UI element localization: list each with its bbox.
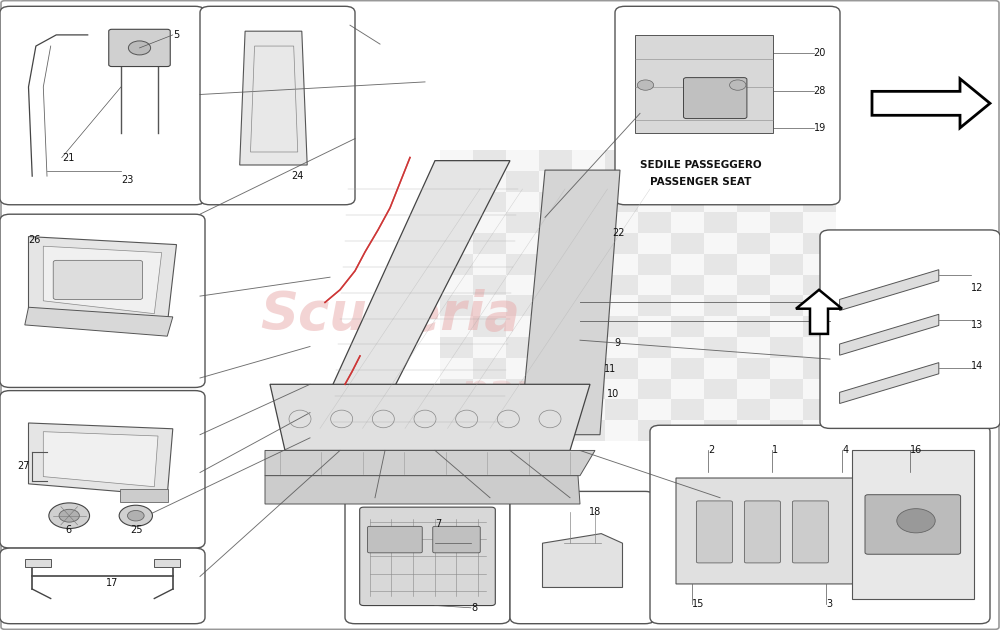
- Bar: [737, 212, 770, 233]
- Text: 26: 26: [28, 235, 41, 245]
- Bar: [737, 337, 770, 358]
- Bar: [506, 379, 539, 399]
- Bar: [473, 171, 506, 192]
- Bar: [440, 316, 473, 337]
- Text: 9: 9: [614, 338, 620, 348]
- Bar: [539, 358, 572, 379]
- Bar: [539, 212, 572, 233]
- Bar: [473, 316, 506, 337]
- Bar: [704, 399, 737, 420]
- Polygon shape: [840, 314, 939, 355]
- Polygon shape: [852, 450, 974, 598]
- Polygon shape: [310, 161, 510, 435]
- Text: 4: 4: [842, 445, 849, 455]
- Bar: [770, 358, 803, 379]
- FancyBboxPatch shape: [0, 6, 205, 205]
- Bar: [506, 399, 539, 420]
- Text: 1: 1: [772, 445, 778, 455]
- Bar: [671, 337, 704, 358]
- Bar: [605, 212, 638, 233]
- Bar: [440, 358, 473, 379]
- Bar: [803, 358, 836, 379]
- Bar: [572, 379, 605, 399]
- Circle shape: [637, 80, 654, 90]
- FancyBboxPatch shape: [744, 501, 780, 563]
- Circle shape: [59, 509, 79, 522]
- Text: 16: 16: [910, 445, 922, 455]
- Bar: [671, 212, 704, 233]
- FancyBboxPatch shape: [615, 6, 840, 205]
- FancyBboxPatch shape: [865, 495, 961, 554]
- Bar: [473, 233, 506, 254]
- Text: 10: 10: [607, 389, 619, 399]
- Text: 7: 7: [435, 519, 441, 529]
- Bar: [638, 150, 671, 171]
- Bar: [770, 212, 803, 233]
- Bar: [440, 212, 473, 233]
- Bar: [737, 150, 770, 171]
- Bar: [671, 192, 704, 212]
- Text: 11: 11: [604, 364, 616, 374]
- Bar: [539, 399, 572, 420]
- FancyBboxPatch shape: [368, 526, 422, 553]
- Bar: [539, 275, 572, 295]
- Bar: [704, 316, 737, 337]
- Bar: [770, 379, 803, 399]
- Bar: [605, 337, 638, 358]
- Bar: [638, 295, 671, 316]
- Bar: [638, 192, 671, 212]
- Bar: [803, 171, 836, 192]
- Bar: [440, 399, 473, 420]
- Bar: [572, 420, 605, 441]
- Bar: [572, 316, 605, 337]
- Bar: [737, 358, 770, 379]
- Bar: [506, 337, 539, 358]
- FancyBboxPatch shape: [820, 230, 1000, 428]
- Bar: [803, 212, 836, 233]
- FancyBboxPatch shape: [360, 507, 495, 605]
- Bar: [737, 295, 770, 316]
- Bar: [506, 150, 539, 171]
- Bar: [638, 171, 671, 192]
- Bar: [770, 337, 803, 358]
- Bar: [671, 150, 704, 171]
- Polygon shape: [28, 236, 177, 325]
- Bar: [539, 337, 572, 358]
- Bar: [572, 337, 605, 358]
- Bar: [572, 212, 605, 233]
- Bar: [572, 192, 605, 212]
- Bar: [440, 233, 473, 254]
- Bar: [671, 316, 704, 337]
- Bar: [605, 316, 638, 337]
- Bar: [473, 337, 506, 358]
- Bar: [770, 150, 803, 171]
- Text: Scuderia: Scuderia: [260, 289, 520, 341]
- Text: 25: 25: [130, 525, 143, 536]
- Bar: [638, 275, 671, 295]
- Text: 21: 21: [62, 152, 74, 163]
- Bar: [671, 295, 704, 316]
- Bar: [737, 192, 770, 212]
- Bar: [737, 171, 770, 192]
- FancyBboxPatch shape: [696, 501, 732, 563]
- Polygon shape: [796, 290, 842, 334]
- Bar: [671, 254, 704, 275]
- Bar: [770, 254, 803, 275]
- Bar: [803, 337, 836, 358]
- Text: 24: 24: [291, 171, 303, 181]
- Bar: [572, 254, 605, 275]
- Polygon shape: [265, 450, 595, 476]
- Bar: [638, 399, 671, 420]
- Bar: [572, 275, 605, 295]
- Text: 19: 19: [814, 123, 826, 133]
- Bar: [704, 295, 737, 316]
- Bar: [770, 316, 803, 337]
- Text: 3: 3: [826, 599, 833, 609]
- Text: 28: 28: [814, 86, 826, 96]
- Bar: [440, 295, 473, 316]
- Bar: [506, 295, 539, 316]
- Polygon shape: [542, 534, 622, 587]
- Bar: [440, 420, 473, 441]
- FancyBboxPatch shape: [0, 548, 205, 624]
